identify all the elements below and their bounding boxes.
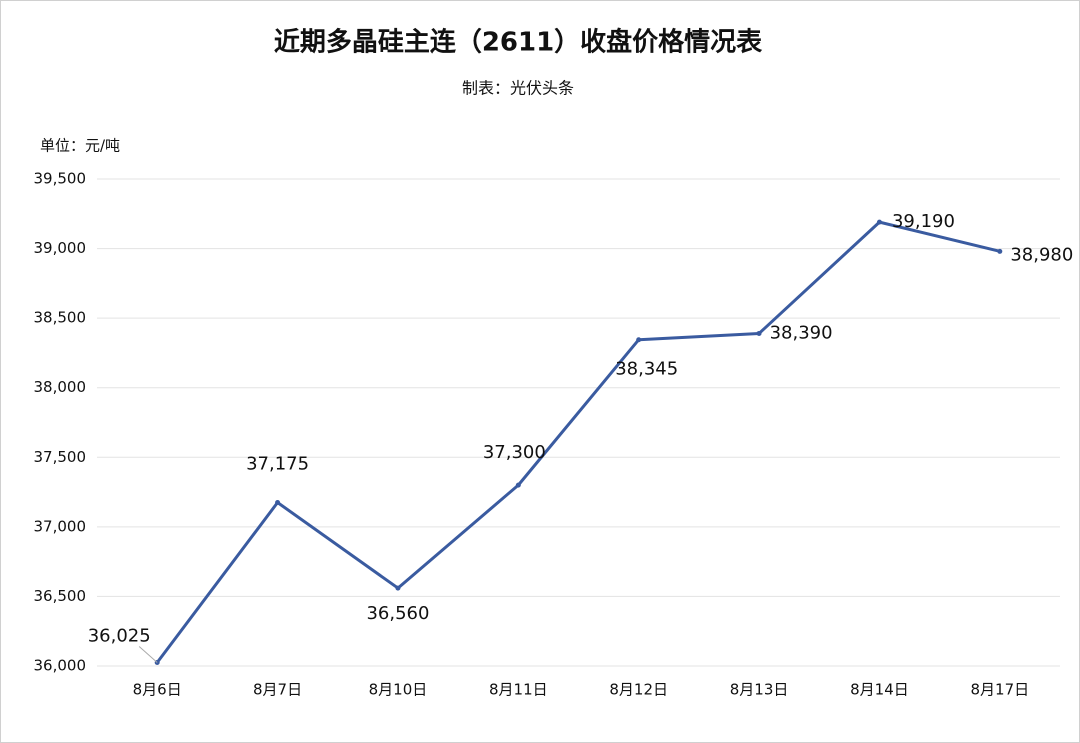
point: [636, 337, 642, 343]
point: [876, 219, 882, 225]
point: [275, 500, 281, 506]
y-tick-label: 36,000: [34, 657, 87, 675]
x-tick-label: 8月11日: [489, 681, 548, 699]
data-label: 36,025: [88, 626, 151, 647]
data-label: 36,560: [366, 603, 429, 624]
data-label: 37,175: [246, 454, 309, 475]
data-label: 38,345: [615, 359, 678, 380]
y-tick-label: 39,500: [34, 170, 87, 188]
unit-label: 单位：元/吨: [40, 137, 120, 155]
x-tick-label: 8月6日: [133, 681, 182, 699]
x-tick-label: 8月10日: [369, 681, 428, 699]
x-tick-label: 8月12日: [609, 681, 668, 699]
x-tick-label: 8月14日: [850, 681, 909, 699]
data-label: 39,190: [892, 211, 955, 232]
x-tick-label: 8月17日: [970, 681, 1029, 699]
point: [395, 585, 401, 591]
point: [997, 248, 1003, 254]
chart-subtitle: 制表：光伏头条: [462, 79, 574, 98]
x-tick-label: 8月13日: [730, 681, 789, 699]
line: [155, 220, 1001, 664]
x-tick-label: 8月7日: [253, 681, 302, 699]
chart-title: 近期多晶硅主连（2611）收盘价格情况表: [274, 27, 763, 58]
y-tick-label: 38,000: [34, 378, 87, 396]
y-tick-label: 36,500: [34, 587, 87, 605]
point: [756, 330, 762, 336]
data-label: 38,390: [770, 322, 833, 343]
leader-line: [138, 646, 158, 663]
data-label: 37,300: [483, 442, 546, 463]
y-tick-label: 37,500: [34, 448, 87, 466]
y-tick-label: 37,000: [34, 517, 87, 535]
point: [515, 482, 521, 488]
data-label: 38,980: [1010, 244, 1073, 265]
y-tick-label: 38,500: [34, 309, 87, 327]
y-tick-label: 39,000: [34, 239, 87, 257]
